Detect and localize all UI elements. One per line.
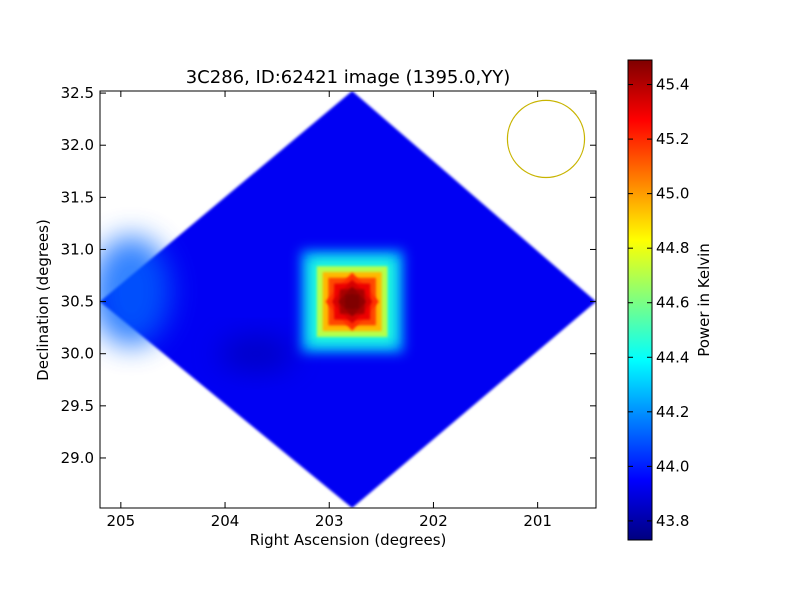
x-axis: 205 204 203 202 201 (107, 91, 552, 530)
colorbar-tick-label: 43.8 (656, 512, 689, 530)
y-tick-label: 32.0 (61, 136, 94, 154)
chart-title: 3C286, ID:62421 image (1395.0,YY) (186, 67, 511, 88)
colorbar-label: Power in Kelvin (695, 243, 713, 357)
y-tick-label: 30.0 (61, 345, 94, 363)
source-core (344, 293, 360, 310)
y-tick-label: 30.5 (61, 293, 94, 311)
colorbar-tick-label: 45.2 (656, 130, 689, 148)
colorbar-tick-label: 44.8 (656, 239, 689, 257)
x-tick-label: 203 (315, 512, 344, 530)
x-tick-label: 201 (523, 512, 552, 530)
colorbar-tick-label: 44.6 (656, 294, 689, 312)
y-tick-label: 31.5 (61, 188, 94, 206)
colorbar-tick-label: 45.4 (656, 76, 689, 94)
colorbar-tick-label: 44.4 (656, 348, 689, 366)
x-tick-label: 202 (419, 512, 448, 530)
diffuse-emission (218, 335, 295, 372)
colorbar-ticks: 43.8 44.0 44.2 44.4 44.6 44.8 45.0 45.2 45.4 (628, 76, 689, 530)
beam-circle (506, 99, 586, 179)
y-axis: 29.0 29.5 30.0 30.5 31.0 31.5 32.0 32.5 (61, 84, 596, 467)
y-axis-label: Declination (degrees) (34, 219, 52, 381)
y-tick-label: 32.5 (61, 84, 94, 102)
x-axis-label: Right Ascension (degrees) (250, 531, 447, 549)
colorbar-gradient (627, 59, 653, 541)
x-tick-label: 204 (211, 512, 240, 530)
x-tick-label: 205 (107, 512, 136, 530)
plot-frame (99, 90, 597, 509)
y-tick-label: 29.0 (61, 449, 94, 467)
colorbar-tick-label: 45.0 (656, 185, 689, 203)
diffuse-emission (100, 236, 172, 347)
plot-area (100, 91, 596, 508)
y-tick-label: 31.0 (61, 240, 94, 258)
colorbar-tick-label: 44.2 (656, 403, 689, 421)
y-tick-label: 29.5 (61, 397, 94, 415)
colorbar: 43.8 44.0 44.2 44.4 44.6 44.8 45.0 45.2 45.4 Pow… (627, 59, 713, 541)
colorbar-tick-label: 44.0 (656, 457, 689, 475)
